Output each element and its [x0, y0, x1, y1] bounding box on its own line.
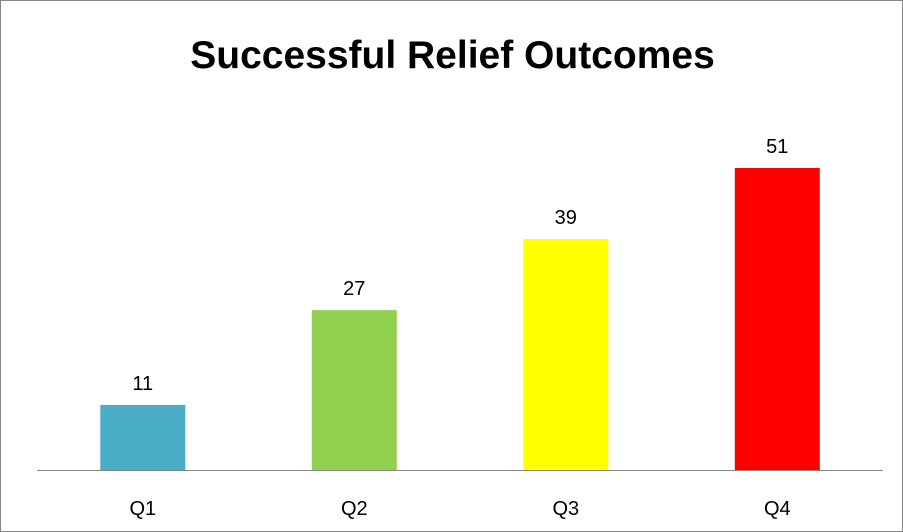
bar-q3 — [523, 239, 609, 470]
data-label-q2: 27 — [343, 278, 365, 300]
tick-label-q3: Q3 — [552, 498, 579, 520]
tick-label-q2: Q2 — [341, 498, 368, 520]
data-label-q1: 11 — [132, 373, 153, 395]
bars-layer — [100, 168, 820, 470]
bar-q1 — [100, 404, 186, 470]
bar-q2 — [311, 310, 397, 470]
labels-layer: 11 Q1 27 Q2 39 Q3 51 Q4 — [129, 136, 790, 520]
tick-label-q1: Q1 — [129, 498, 156, 520]
bar-q4 — [734, 168, 820, 470]
data-label-q3: 39 — [555, 207, 577, 229]
data-label-q4: 51 — [766, 136, 788, 158]
chart-title: Successful Relief Outcomes — [190, 34, 715, 77]
tick-label-q4: Q4 — [764, 498, 791, 520]
